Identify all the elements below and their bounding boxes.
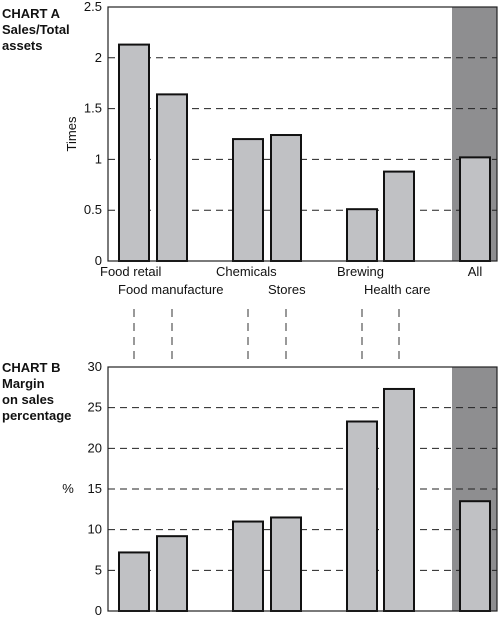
chart-a-plot-frame [107, 6, 498, 262]
chart-a-y-tick-label: 1.5 [84, 101, 102, 116]
chart-b-y-tick-label: 15 [88, 481, 102, 496]
chart-b-bar-brewing [346, 420, 378, 613]
chart-b-bar-health-care [383, 387, 415, 612]
chart-a-bar-food-manufacture [156, 93, 188, 262]
chart-b-y-tick-label: 5 [95, 562, 102, 577]
chart-a-title: CHART A Sales/Total assets [2, 6, 70, 54]
chart-a-group: 0 0.5 1 1.5 2 2.5 Times [64, 0, 498, 268]
category-label-health-care: Health care [364, 282, 430, 297]
chart-a-y-axis-title: Times [64, 116, 79, 151]
chart-b-y-tick-label: 25 [88, 400, 102, 415]
chart-a-title-line-3: assets [2, 38, 43, 53]
chart-b-title-line-1: CHART B [2, 360, 61, 375]
chart-b-bar-food-manufacture [156, 535, 188, 613]
chart-b-plot-frame [107, 366, 498, 612]
chart-a-bar-brewing [346, 208, 378, 263]
category-label-food-manufacture: Food manufacture [118, 282, 224, 297]
chart-a-y-tick-label: 0.5 [84, 202, 102, 217]
chart-b-title: CHART B Margin on sales percentage [2, 360, 71, 424]
category-label-brewing: Brewing [337, 264, 384, 279]
chart-b-bar-all [459, 500, 491, 613]
chart-a-title-line-2: Sales/Total [2, 22, 70, 37]
chart-b-title-line-2: Margin [2, 376, 45, 391]
chart-a-bar-health-care [383, 170, 415, 262]
chart-b-title-line-3: on sales [2, 392, 55, 407]
chart-b-group: 0 5 10 15 20 25 30% [62, 359, 498, 617]
chart-a-title-line-1: CHART A [2, 6, 61, 21]
chart-a-bar-food-retail [118, 43, 150, 263]
chart-b-y-tick-label: 10 [88, 522, 102, 537]
chart-b-y-tick-label: 0 [95, 603, 102, 617]
chart-b-y-axis-title: % [62, 481, 74, 496]
category-label-chemicals: Chemicals [216, 264, 277, 279]
chart-a-y-tick-label: 2.5 [84, 0, 102, 14]
chart-b-bar-food-retail [118, 551, 150, 613]
category-label-food-retail: Food retail [100, 264, 162, 279]
category-label-stores: Stores [268, 282, 306, 297]
chart-a-bar-all [459, 156, 491, 262]
chart-a-bar-chemicals [232, 138, 264, 262]
chart-b-bar-chemicals [232, 520, 264, 612]
category-label-all: All [468, 264, 483, 279]
chart-b-y-tick-label: 30 [88, 359, 102, 374]
chart-b-y-tick-label: 20 [88, 440, 102, 455]
chart-b-bar-stores [270, 516, 302, 613]
chart-a-y-tick-label: 1 [95, 151, 102, 166]
chart-a-y-tick-label: 0 [95, 253, 102, 268]
chart-a-y-tick-label: 2 [95, 50, 102, 65]
chart-a-bar-stores [270, 134, 302, 263]
chart-b-title-line-4: percentage [2, 408, 72, 423]
